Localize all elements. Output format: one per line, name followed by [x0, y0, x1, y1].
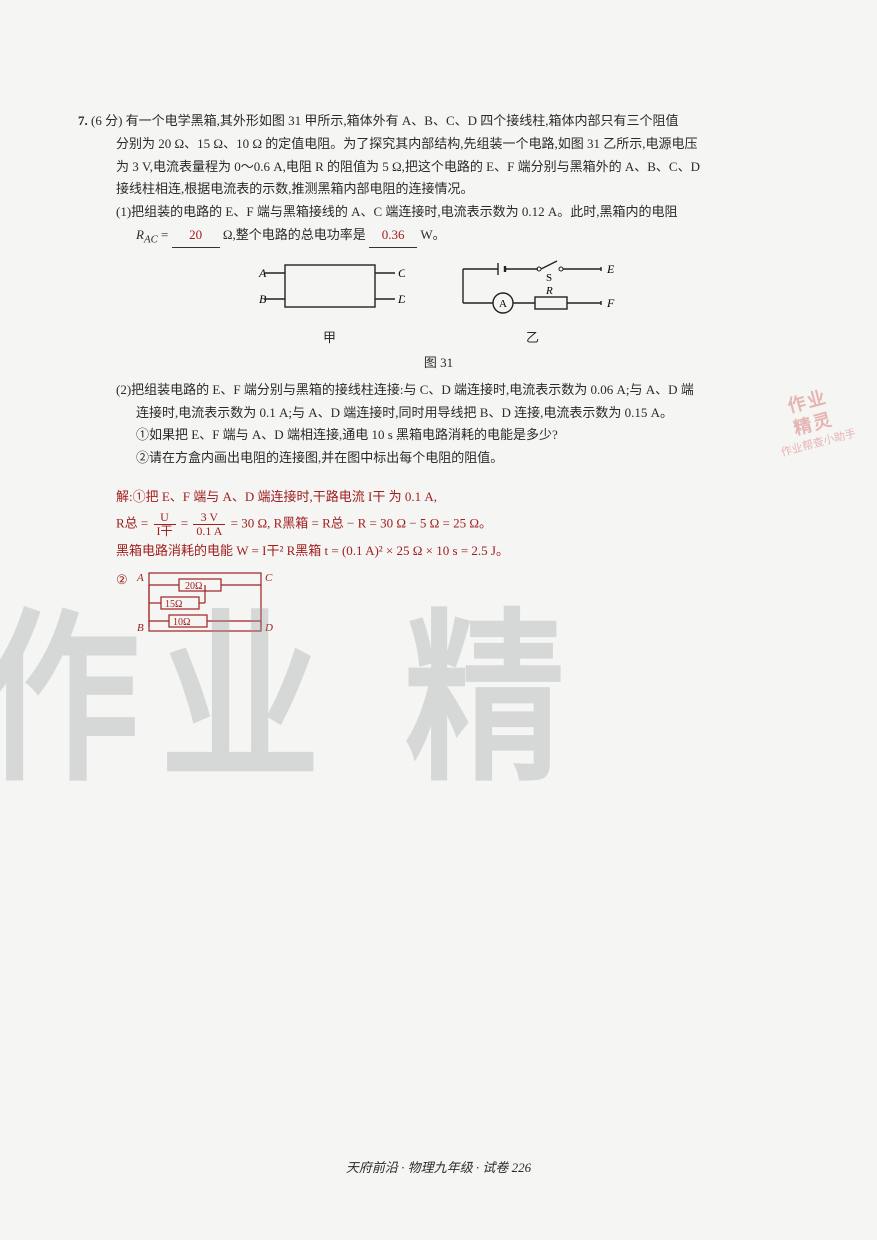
svg-text:A: A — [136, 572, 144, 584]
circuit-diagram: S E A R F — [443, 255, 623, 325]
frac1-num: U — [154, 511, 176, 525]
part2-circle: ② — [116, 572, 128, 587]
answer-circuit: A C B D 20Ω 15Ω 10Ω — [131, 569, 281, 639]
part2-line2: 连接时,电流表示数为 0.1 A;与 A、D 端连接时,同时用导线把 B、D 连… — [78, 402, 799, 425]
page-footer: 天府前沿 · 物理九年级 · 试卷 226 — [0, 1157, 877, 1180]
figure-yi-label: 乙 — [443, 327, 623, 350]
svg-text:B: B — [259, 292, 267, 306]
part1-unit2: W。 — [420, 227, 445, 242]
stem-line-4: 接线柱相连,根据电流表的示数,推测黑箱内部电阻的连接情况。 — [78, 178, 799, 201]
fraction-2: 3 V 0.1 A — [193, 511, 225, 538]
part1-unit1: Ω,整个电路的总电功率是 — [223, 227, 369, 242]
blank-resistance: 20 — [172, 224, 220, 248]
eq-rhs: = 30 Ω, R黑箱 = R总 − R = 30 Ω − 5 Ω = 25 Ω… — [231, 515, 492, 530]
part1-eq: = — [161, 227, 172, 242]
figure-caption: 图 31 — [78, 352, 799, 375]
frac1-den: I干 — [154, 525, 176, 538]
figure-yi: S E A R F 乙 — [443, 255, 623, 350]
figure-jia-label: 甲 — [255, 327, 405, 350]
stem-line-3: 为 3 V,电流表量程为 0～0.6 A,电阻 R 的阻值为 5 Ω,把这个电路… — [78, 156, 799, 179]
svg-text:20Ω: 20Ω — [185, 581, 202, 592]
figure-jia: A C B D 甲 — [255, 255, 405, 350]
part2-q1: ①如果把 E、F 端与 A、D 端相连接,通电 10 s 黑箱电路消耗的电能是多… — [78, 424, 799, 447]
rac-sub: AC — [144, 233, 158, 245]
svg-text:E: E — [606, 262, 615, 276]
svg-text:R: R — [545, 285, 553, 297]
svg-text:B: B — [137, 622, 144, 634]
svg-text:C: C — [398, 266, 405, 280]
rac-symbol: R — [136, 227, 144, 242]
part2-q2: ②请在方盒内画出电阻的连接图,并在图中标出每个电阻的阻值。 — [78, 447, 799, 470]
part1-line2: RAC = 20 Ω,整个电路的总电功率是 0.36 W。 — [78, 224, 799, 250]
blackbox-diagram: A C B D — [255, 255, 405, 325]
solution-line3: 黑箱电路消耗的电能 W = I干² R黑箱 t = (0.1 A)² × 25 … — [78, 540, 799, 563]
solution-line2: R总 = U I干 = 3 V 0.1 A = 30 Ω, R黑箱 = R总 −… — [78, 511, 799, 538]
stem-line-1: 有一个电学黑箱,其外形如图 31 甲所示,箱体外有 A、B、C、D 四个接线柱,… — [126, 113, 679, 128]
svg-text:D: D — [264, 622, 273, 634]
svg-text:15Ω: 15Ω — [165, 599, 182, 610]
blank-power: 0.36 — [369, 224, 417, 248]
figure-row: A C B D 甲 S E A — [78, 255, 799, 350]
svg-text:C: C — [265, 572, 273, 584]
frac2-num: 3 V — [193, 511, 225, 525]
solution-block: 解:①把 E、F 端与 A、D 端连接时,干路电流 I干 为 0.1 A, R总… — [78, 486, 799, 639]
fraction-1: U I干 — [154, 511, 176, 538]
part1-line1: (1)把组装的电路的 E、F 端与黑箱接线的 A、C 端连接时,电流表示数为 0… — [78, 201, 799, 224]
svg-text:A: A — [499, 298, 507, 310]
part2-line1: (2)把组装电路的 E、F 端分别与黑箱的接线柱连接:与 C、D 端连接时,电流… — [78, 379, 799, 402]
svg-text:A: A — [258, 266, 267, 280]
svg-text:F: F — [606, 296, 615, 310]
eq-lhs: R总 = — [116, 515, 152, 530]
question-number: 7. — [78, 113, 88, 128]
svg-text:10Ω: 10Ω — [173, 617, 190, 628]
stem-line-2: 分别为 20 Ω、15 Ω、10 Ω 的定值电阻。为了探究其内部结构,先组装一个… — [78, 133, 799, 156]
question-block: 7. (6 分) 有一个电学黑箱,其外形如图 31 甲所示,箱体外有 A、B、C… — [78, 110, 799, 133]
solution-line1: 解:①把 E、F 端与 A、D 端连接时,干路电流 I干 为 0.1 A, — [78, 486, 799, 509]
frac2-den: 0.1 A — [193, 525, 225, 538]
answer-diagram-block: ② A C B D 20Ω 15Ω 10Ω — [116, 569, 799, 639]
question-points: (6 分) — [91, 113, 122, 128]
eq-mid1: = — [181, 515, 192, 530]
svg-text:D: D — [397, 292, 405, 306]
svg-text:S: S — [546, 272, 552, 284]
